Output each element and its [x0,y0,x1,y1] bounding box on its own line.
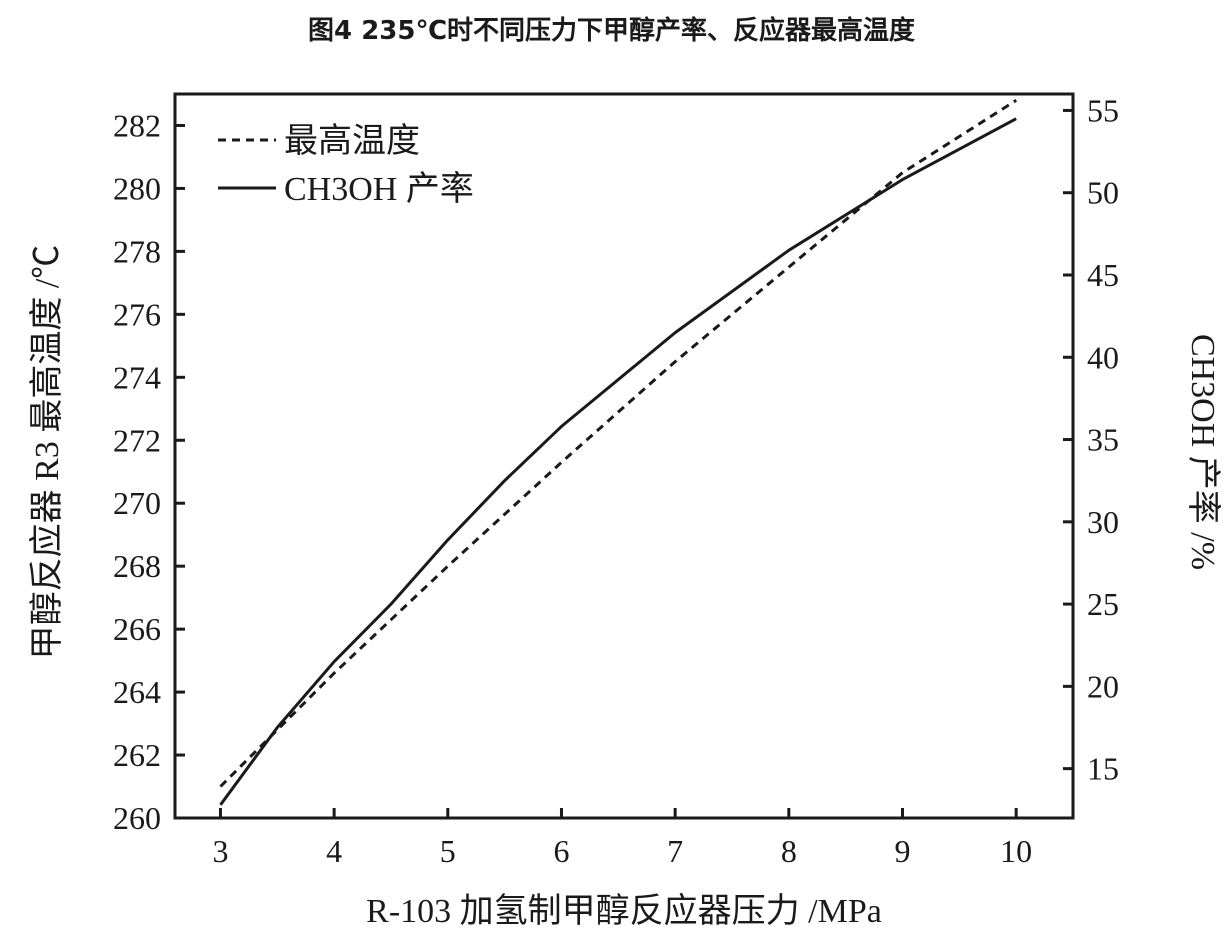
y-right-tick-label: 50 [1087,175,1119,211]
y-right-axis-title: CH3OH 产率 /% [1184,334,1222,570]
x-tick-label: 8 [781,833,797,869]
y-left-tick-label: 276 [113,296,161,332]
x-tick-label: 4 [326,833,342,869]
ticks-layer: 3 4 5 6 7 8 9 102602622642662682702722742762782… [113,92,1119,869]
x-tick-label: 3 [212,833,228,869]
y-left-tick-label: 268 [113,548,161,584]
x-axis-title: R-103 加氢制甲醇反应器压力 /MPa [366,892,882,930]
series-layer [219,99,1018,806]
x-tick-label: 10 [1000,833,1032,869]
x-tick-label: 6 [553,833,569,869]
y-right-tick-label: 55 [1087,92,1119,128]
y-left-tick-label: 274 [113,359,161,395]
y-left-tick-label: 266 [113,611,161,647]
y-right-tick-label: 40 [1087,339,1119,375]
y-right-tick-label: 35 [1087,422,1119,458]
y-left-tick-label: 278 [113,233,161,269]
x-tick-label: 9 [894,833,910,869]
y-left-tick-label: 280 [113,170,161,206]
y-right-tick-label: 20 [1087,668,1119,704]
y-right-tick-label: 45 [1087,257,1119,293]
y-left-tick-label: 282 [113,107,161,143]
chart-title: 图4 235℃时不同压力下甲醇产率、反应器最高温度 [308,16,915,46]
series-line-methanol-yield [219,117,1017,806]
y-left-axis-title: 甲醇反应器 R3 最高温度 /℃ [28,245,66,660]
y-right-tick-label: 25 [1087,586,1119,622]
x-tick-label: 5 [440,833,456,869]
y-right-tick-label: 30 [1087,504,1119,540]
y-left-tick-label: 260 [113,800,161,836]
plot-frame [173,92,1075,820]
y-left-tick-label: 272 [113,422,161,458]
y-left-tick-label: 270 [113,485,161,521]
y-left-tick-label: 264 [113,674,161,710]
series-line-max-temp [219,99,1018,788]
legend: 最高温度 CH3OH 产率 [218,122,474,208]
legend-label-max-temp: 最高温度 [284,122,420,160]
x-tick-label: 7 [667,833,683,869]
y-left-tick-label: 262 [113,737,161,773]
legend-label-methanol-yield: CH3OH 产率 [284,170,474,208]
y-right-tick-label: 15 [1087,751,1119,787]
